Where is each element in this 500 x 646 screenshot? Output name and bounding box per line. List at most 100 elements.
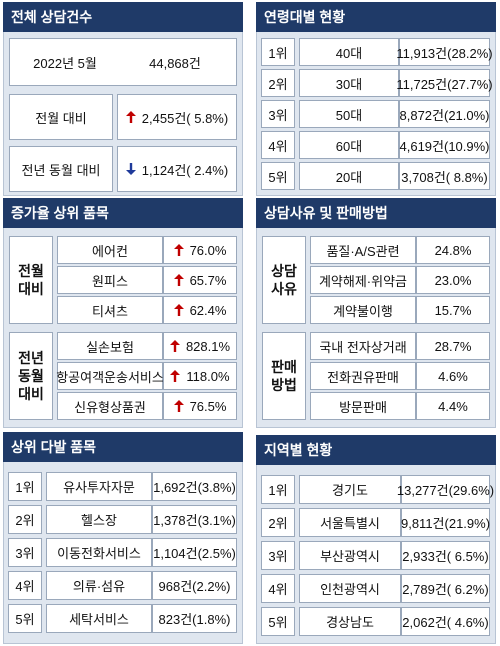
label-line: 전년 [18,350,44,366]
text: 2,062건( 4.6%) [402,615,489,630]
text: 28.7% [434,338,472,354]
group-label: 판매 방법 [262,332,306,420]
text: 60대 [335,138,363,154]
label-line: 대비 [18,281,44,297]
panel-title: 상담사유 및 판매방법 [256,198,496,228]
label-line: 사유 [271,281,297,297]
rank: 1위 [8,472,42,501]
row-value: 1,104건(2.5%) [152,538,237,567]
row-name: 경기도 [299,475,401,504]
up-arrow [169,340,180,352]
panel-title: 전체 상담건수 [3,2,243,32]
row-value: 8,872건(21.0%) [399,100,490,128]
text: 헬스장 [81,513,117,528]
text: 76.5% [189,398,227,414]
text: 세탁서비스 [69,612,129,627]
text: 2,933건( 6.5%) [402,549,489,564]
text: 전화권유판매 [327,369,399,385]
text: 823건(1.8%) [158,612,231,627]
up-arrow [173,244,184,256]
row-value: 11,913건(28.2%) [396,38,493,66]
row-value: 1,692건(3.8%) [152,472,237,501]
text: 76.0% [189,242,227,258]
text: 상담사유 및 판매방법 [264,205,388,221]
text: 4위 [268,582,288,597]
text: 2위 [15,513,35,528]
text: 인천광역시 [320,582,380,597]
row-name: 부산광역시 [299,541,401,570]
text: 5위 [15,612,35,627]
rank: 5위 [8,604,42,633]
text: 4.4% [438,398,468,414]
row-name: 30대 [299,69,399,97]
item-value: 28.7% [416,332,490,360]
up-arrow [173,304,184,316]
item-value: 76.5% [163,392,237,420]
item-value: 118.0% [163,362,237,390]
rank: 5위 [261,607,295,636]
item-value: 15.7% [416,296,490,324]
row-label: 2022년 5월 [10,39,120,85]
item-name: 국내 전자상거래 [310,332,416,360]
row-label: 전월 대비 [9,94,113,140]
row-name: 50대 [299,100,399,128]
text: 경상남도 [326,615,374,630]
text: 2,789건( 6.2%) [402,582,489,597]
row-value: 2,455건( 5.8%) [117,94,237,140]
row-value: 44,868건 [120,39,230,85]
row-name: 인천광역시 [299,574,401,603]
group-label: 전년 동월 대비 [9,332,53,420]
text: 44,868건 [149,55,201,71]
rank: 2위 [261,508,295,537]
item-value: 24.8% [416,236,490,264]
row-name: 20대 [299,162,399,190]
text: 2,455건( 5.8%) [141,110,229,126]
up-arrow [125,111,136,123]
text: 전년 동월 대비 [21,162,101,178]
rank: 1위 [261,475,295,504]
text: 1위 [268,483,288,498]
item-value: 4.4% [416,392,490,420]
row-value: 2,789건( 6.2%) [401,574,490,603]
up-arrow [173,400,184,412]
item-value: 62.4% [163,296,237,324]
text: 15.7% [434,302,472,318]
item-name: 방문판매 [310,392,416,420]
panel-title: 증가율 상위 품목 [3,198,243,228]
rank: 2위 [261,69,295,97]
rank: 3위 [261,100,295,128]
label-line: 동월 [18,368,44,384]
text: 지역별 현황 [264,442,333,458]
panel-title: 연령대별 현황 [256,2,496,32]
text: 3위 [268,107,288,123]
row-value: 2,062건( 4.6%) [401,607,490,636]
item-name: 계약불이행 [310,296,416,324]
text: 9,811건(21.9%) [400,516,491,531]
text: 1위 [15,480,35,495]
text: 3,708건( 8.8%) [401,169,488,185]
row-name: 이동전화서비스 [46,538,152,567]
row-value: 2,933건( 6.5%) [401,541,490,570]
text: 유사투자자문 [63,480,135,495]
text: 4위 [15,579,35,594]
group-label: 상담 사유 [262,236,306,324]
label-line: 전월 [18,263,44,279]
text: 계약해제·위약금 [318,273,408,289]
row-name: 유사투자자문 [46,472,152,501]
item-name: 항공여객운송서비스 [56,362,164,390]
item-name: 티셔츠 [57,296,163,324]
text: 5위 [268,169,288,185]
row-name: 40대 [299,38,399,66]
text: 1,378건(3.1%) [153,513,236,528]
text: 2위 [268,76,288,92]
text: 23.0% [434,272,472,288]
text: 2022년 5월 [33,55,97,71]
text: 에어컨 [92,243,128,259]
row-value: 1,124건( 2.4%) [117,146,237,192]
row-value: 4,619건(10.9%) [399,131,490,159]
row-value: 968건(2.2%) [152,571,237,600]
text: 전월 대비 [35,110,87,126]
up-arrow [170,370,181,382]
text: 4위 [268,138,288,154]
text: 40대 [335,45,363,61]
